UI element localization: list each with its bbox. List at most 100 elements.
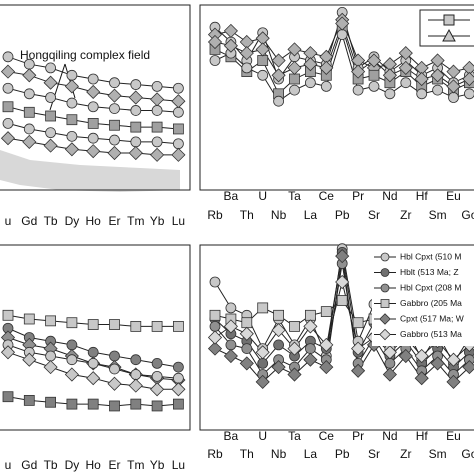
marker xyxy=(107,88,122,103)
x-tick-label: u xyxy=(5,458,12,472)
marker xyxy=(2,118,14,129)
marker xyxy=(209,55,221,66)
marker xyxy=(446,79,461,94)
marker xyxy=(304,309,316,321)
marker xyxy=(172,398,184,410)
marker xyxy=(2,101,14,113)
x-tick-label: Dy xyxy=(65,214,80,228)
marker xyxy=(22,68,37,83)
marker xyxy=(271,323,286,338)
x-tick-label: Pb xyxy=(335,447,350,461)
marker xyxy=(239,326,254,341)
marker xyxy=(0,64,16,79)
marker xyxy=(225,302,237,314)
marker xyxy=(87,132,99,144)
marker xyxy=(66,69,78,81)
marker xyxy=(109,319,120,330)
marker xyxy=(45,350,56,362)
x-tick-label: Nd xyxy=(382,189,397,203)
marker xyxy=(130,136,142,148)
x-tick-label: Tb xyxy=(44,214,58,228)
marker xyxy=(352,84,364,96)
x-tick-label: Sm xyxy=(429,447,447,461)
marker xyxy=(271,53,286,68)
marker xyxy=(45,92,56,103)
marker xyxy=(0,345,16,360)
x-tick-label: u xyxy=(5,214,12,228)
marker xyxy=(207,34,223,50)
marker xyxy=(289,73,300,85)
marker xyxy=(382,68,397,83)
marker xyxy=(319,360,334,375)
marker xyxy=(151,81,163,92)
marker xyxy=(239,46,254,61)
marker xyxy=(257,55,269,66)
marker xyxy=(273,309,285,321)
marker xyxy=(430,68,445,83)
marker xyxy=(130,105,142,116)
marker xyxy=(400,77,412,89)
marker xyxy=(43,360,58,375)
x-tick-label: Gd xyxy=(21,458,37,472)
x-tick-label: Eu xyxy=(446,189,461,203)
marker xyxy=(109,119,120,131)
marker xyxy=(172,106,184,118)
x-tick-label: Er xyxy=(109,458,121,472)
marker xyxy=(45,127,56,139)
marker xyxy=(446,64,461,79)
x-tick-label: Dy xyxy=(65,458,80,472)
marker xyxy=(241,343,253,355)
x-tick-label: Ho xyxy=(86,458,102,472)
marker xyxy=(107,376,122,391)
marker xyxy=(87,398,99,410)
legend-marker xyxy=(380,283,390,293)
marker xyxy=(87,73,99,85)
panel-frame xyxy=(199,4,474,191)
x-tick-label: Pr xyxy=(352,429,364,443)
marker xyxy=(287,341,302,356)
x-tick-label: Rb xyxy=(207,208,223,222)
marker xyxy=(271,68,286,83)
marker xyxy=(366,53,382,68)
marker xyxy=(223,319,238,334)
marker xyxy=(151,400,163,412)
marker xyxy=(109,363,120,375)
marker xyxy=(398,46,413,61)
marker xyxy=(303,319,318,334)
marker xyxy=(150,147,165,162)
marker xyxy=(66,114,78,126)
marker xyxy=(273,339,285,351)
x-tick-label: Gd xyxy=(21,214,37,228)
x-tick-label: Eu xyxy=(446,429,461,443)
marker xyxy=(351,363,366,378)
marker xyxy=(64,367,79,382)
marker xyxy=(273,95,285,107)
marker xyxy=(45,396,56,408)
marker xyxy=(430,356,445,371)
x-tick-label: Pr xyxy=(352,189,364,203)
marker xyxy=(128,378,143,393)
marker xyxy=(151,357,163,369)
marker xyxy=(287,42,302,57)
marker xyxy=(23,106,35,118)
marker xyxy=(87,319,99,330)
marker xyxy=(66,130,78,142)
x-tick-label: Pb xyxy=(335,208,350,222)
marker xyxy=(368,81,380,92)
x-tick-label: Tm xyxy=(127,214,144,228)
marker xyxy=(109,400,120,412)
marker xyxy=(64,79,79,94)
x-tick-label: La xyxy=(304,447,318,461)
marker xyxy=(151,320,163,332)
x-tick-label: Ce xyxy=(319,189,335,203)
x-tick-label: Hf xyxy=(416,429,429,443)
marker xyxy=(128,145,143,161)
legend-marker xyxy=(380,299,390,308)
marker xyxy=(130,354,142,366)
marker xyxy=(319,60,334,75)
x-tick-label: Lu xyxy=(172,214,185,228)
marker xyxy=(151,121,163,133)
marker xyxy=(287,60,302,75)
legend: Hbl Cpxt (510 M Hblt (513 Ma; Z Hbl Cpxt (… xyxy=(372,250,474,346)
marker xyxy=(151,105,163,116)
